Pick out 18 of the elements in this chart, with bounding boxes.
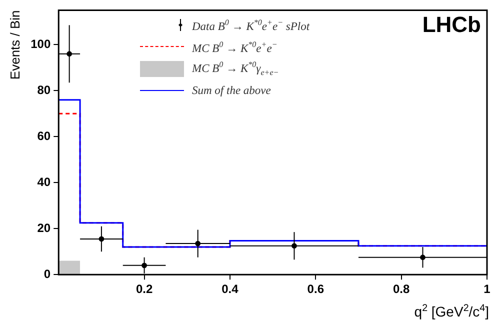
y-tick-label: 0	[44, 266, 51, 281]
legend-label: Sum of the above	[192, 85, 271, 97]
y-tick-label: 20	[37, 220, 51, 235]
y-tick-label: 40	[37, 174, 51, 189]
x-tick-label: 1	[484, 282, 491, 296]
x-tick-label: 0.2	[136, 282, 153, 296]
annotation: LHCb	[422, 12, 481, 38]
y-axis-title: Events / Bin	[7, 10, 22, 80]
x-axis-title: q$^{2}$ [GeV$^{2}$/c$^{4}$]	[414, 303, 489, 320]
legend-label: MC B$^{0}$ → K$^{*0}$e$^{+}$e$^{−}$	[192, 40, 278, 54]
x-tick-label: 0.4	[222, 282, 239, 296]
y-tick-label: 100	[30, 37, 51, 51]
y-tick-label: 60	[37, 128, 51, 143]
x-tick-label: 0.6	[307, 282, 324, 296]
x-tick-label: 0.8	[392, 282, 410, 296]
legend-label: MC B$^{0}$ → K$^{*0}$γ$_{e+e−}$	[192, 60, 279, 78]
text: Data B$^{0}$ → K$^{*0}$e$^{+}$e$^{−}$ sPlot	[192, 18, 310, 32]
y-tick-label: 80	[37, 82, 51, 97]
